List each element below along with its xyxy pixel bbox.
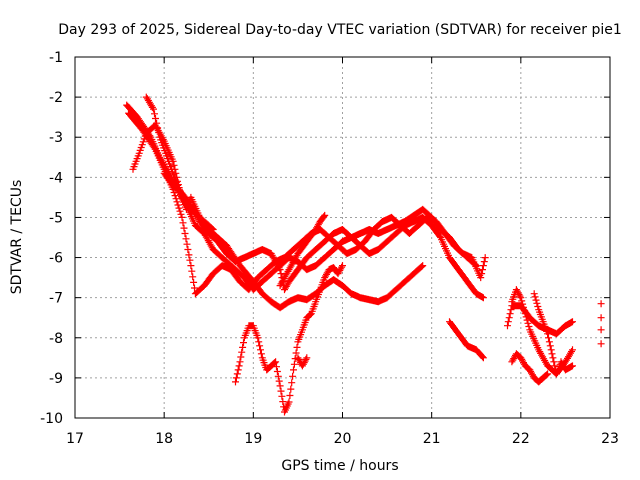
series-trace-8: [294, 354, 311, 370]
series-trace-7: [276, 211, 329, 290]
data-point-marks: [276, 211, 329, 290]
x-tick-label: 23: [601, 431, 619, 447]
x-tick-label: 18: [155, 431, 173, 447]
data-point-marks: [446, 318, 487, 362]
series-trace-1: [123, 101, 427, 312]
y-tick-label: -8: [49, 331, 63, 347]
series-trace-3: [142, 93, 487, 302]
data-point-marks: [294, 354, 311, 370]
y-axis-label: SDTVAR / TECUs: [9, 180, 25, 295]
data-point-marks: [129, 121, 217, 233]
data-series: [123, 93, 605, 416]
series-trace-13: [504, 302, 576, 338]
plot-frame: [74, 56, 611, 419]
y-tick-label: -1: [49, 50, 63, 66]
x-axis-label: GPS time / hours: [281, 458, 398, 474]
chart-title: Day 293 of 2025, Sidereal Day-to-day VTE…: [58, 22, 622, 38]
x-tick-label: 19: [244, 431, 262, 447]
x-tick-label: 20: [334, 431, 352, 447]
data-point-marks: [508, 286, 576, 378]
y-tick-label: -3: [49, 130, 63, 146]
y-tick-label: -4: [49, 170, 63, 186]
y-tick-label: -5: [49, 210, 63, 226]
data-point-marks: [508, 350, 552, 386]
series-trace-5: [129, 121, 217, 233]
data-point-marks: [597, 300, 605, 348]
x-tick-label: 17: [66, 431, 84, 447]
y-tick-label: -6: [49, 251, 63, 267]
x-tick-label: 22: [512, 431, 530, 447]
data-point-marks: [142, 93, 487, 302]
series-trace-11: [508, 350, 552, 386]
data-point-marks: [123, 101, 427, 312]
series-trace-9: [446, 318, 487, 362]
y-tick-label: -9: [49, 371, 63, 387]
axes: 17 18 19 20 21 22 23 -1 -2 -3 -4 -5 -6 -7 -8 -9 -10: [40, 50, 619, 447]
x-tick-label: 21: [423, 431, 441, 447]
y-tick-label: -10: [40, 411, 63, 427]
data-point-marks: [232, 262, 346, 416]
grid: [75, 57, 610, 418]
y-tick-label: -7: [49, 291, 63, 307]
series-trace-10: [508, 286, 576, 378]
series-trace-6: [232, 262, 346, 416]
series-trace-14: [597, 300, 605, 348]
data-point-marks: [504, 302, 576, 338]
y-tick-label: -2: [49, 90, 63, 106]
